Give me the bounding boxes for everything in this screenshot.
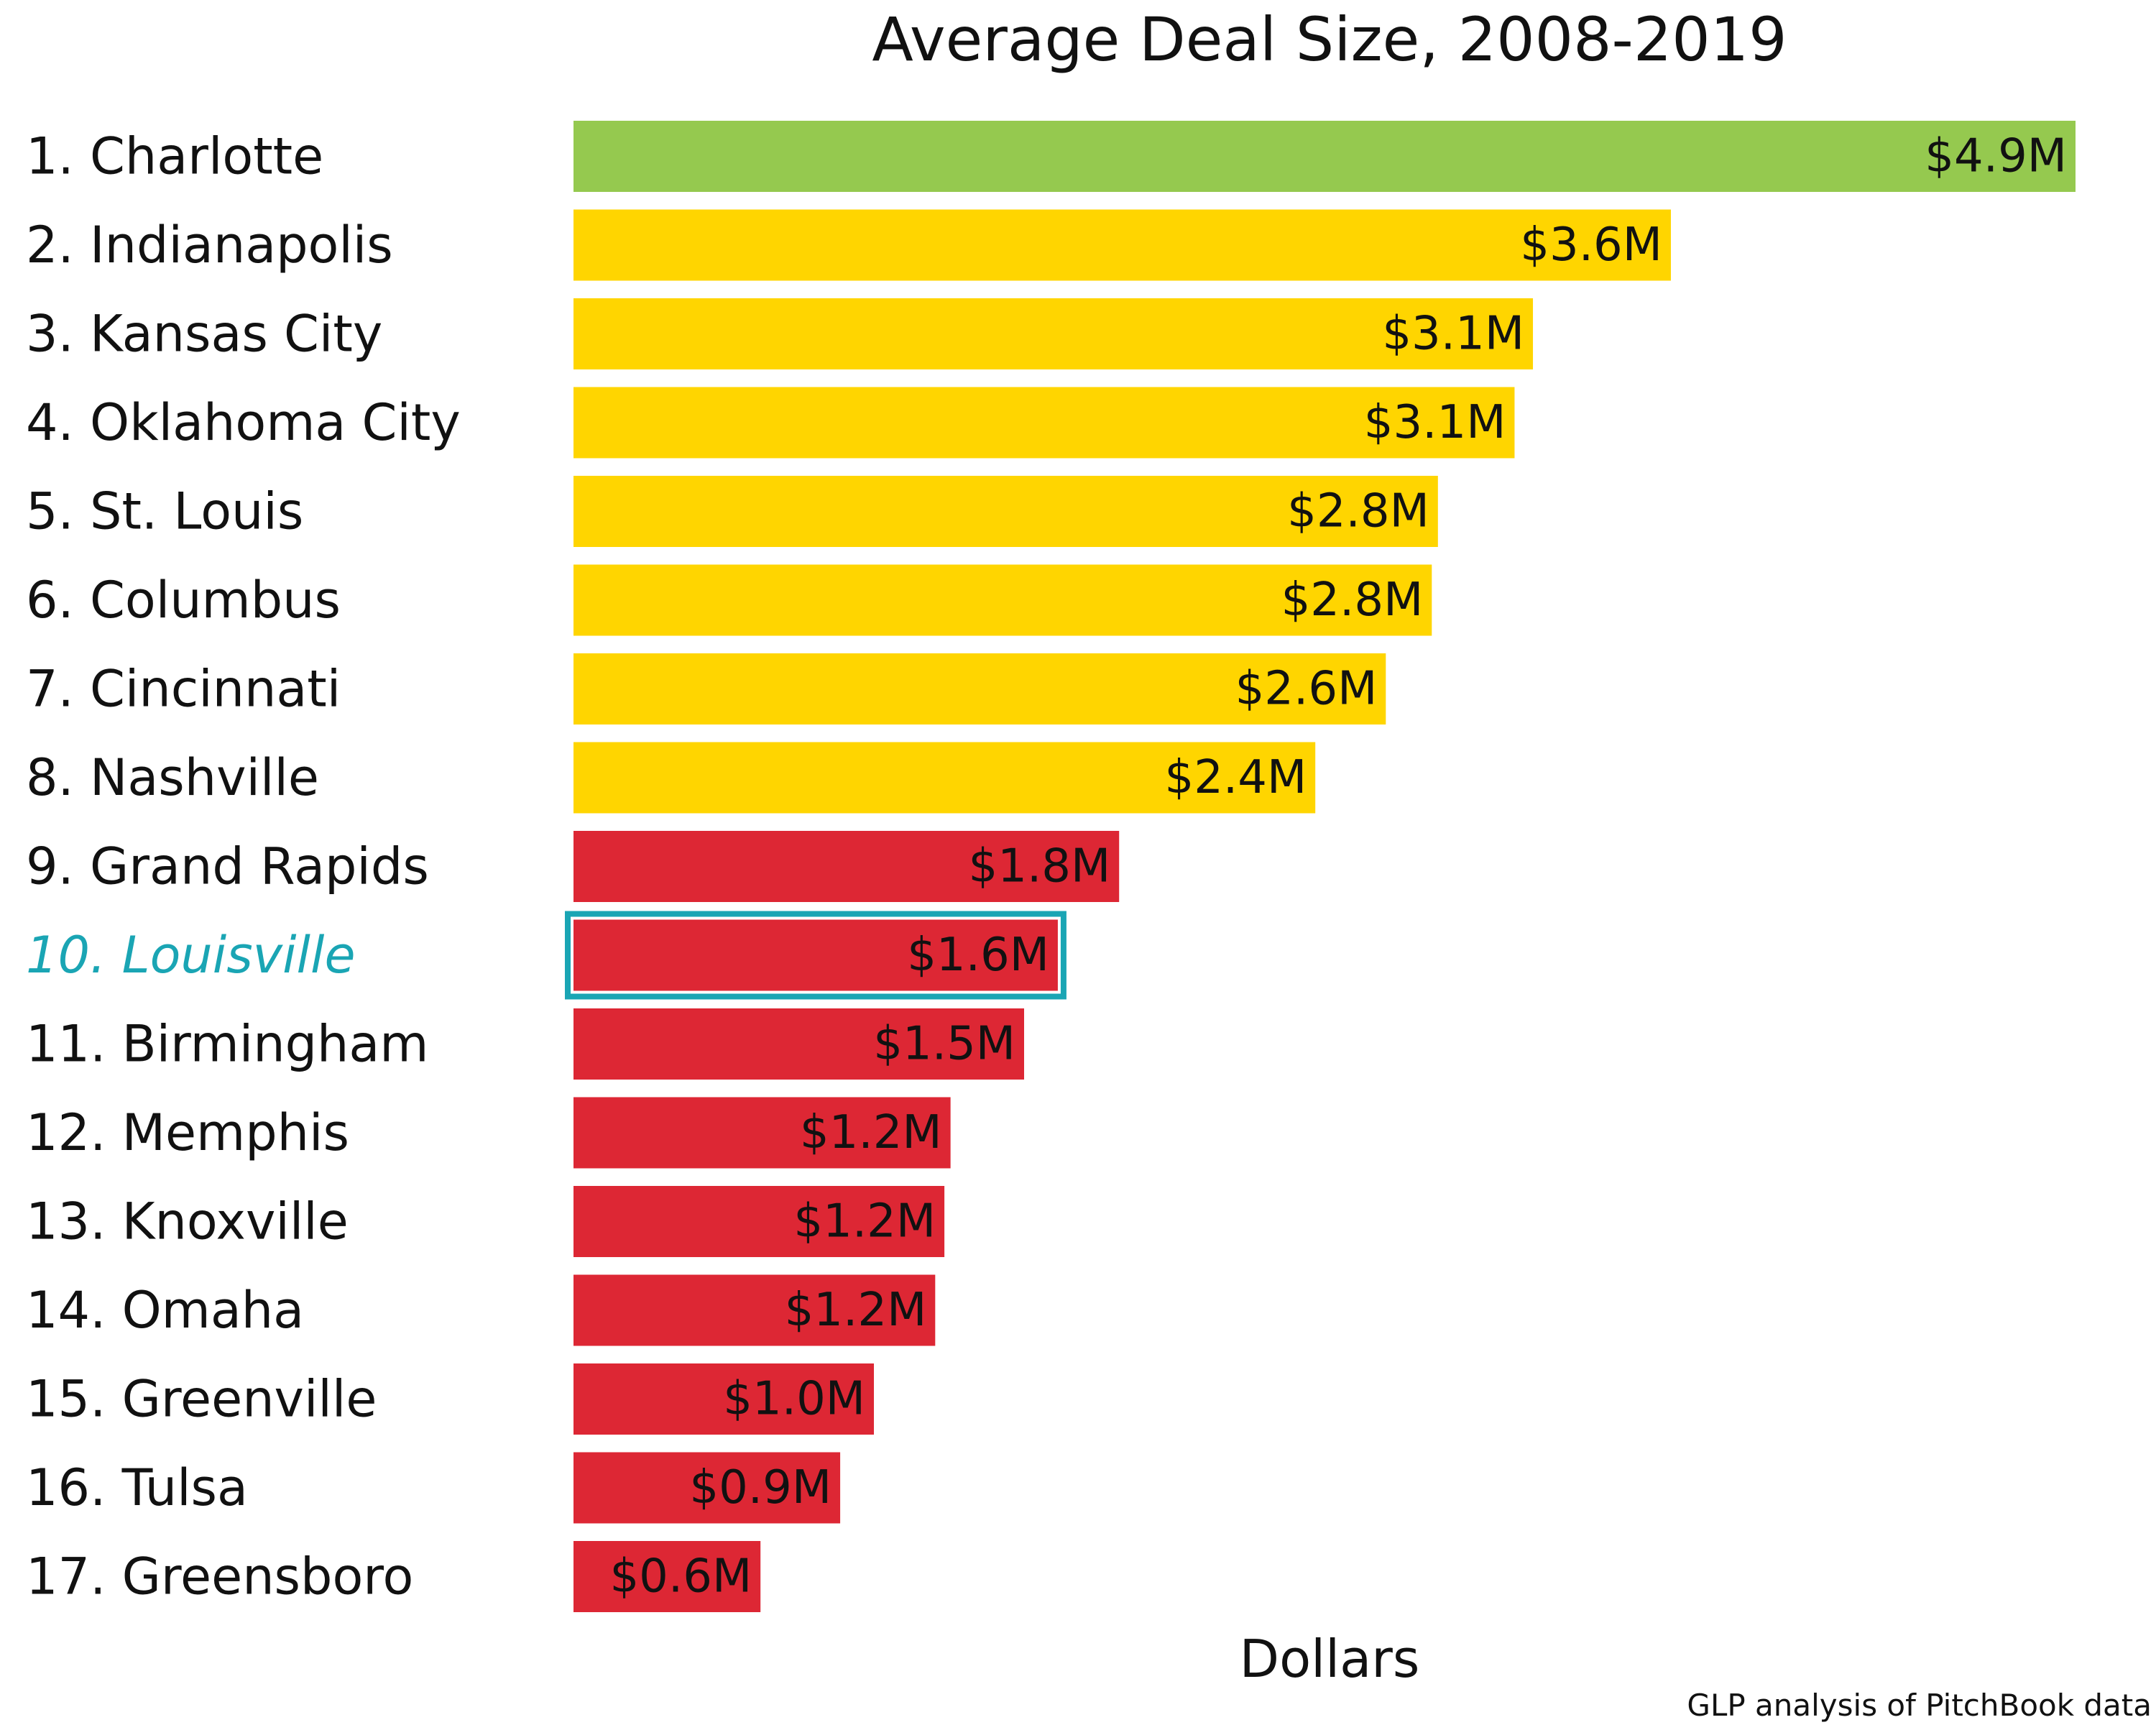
data-label-14: $1.2M	[785, 1284, 927, 1337]
category-label-15: 15. Greenville	[26, 1370, 377, 1429]
category-label-6: 6. Columbus	[26, 571, 341, 630]
category-label-11: 11. Birmingham	[26, 1015, 428, 1074]
bar-9	[573, 831, 1120, 902]
category-label-12: 12. Memphis	[26, 1103, 349, 1162]
bar-1	[573, 121, 2076, 192]
category-label-1: 1. Charlotte	[26, 127, 323, 186]
data-label-2: $3.6M	[1520, 218, 1662, 272]
category-label-17: 17. Greensboro	[26, 1547, 413, 1606]
x-axis-label: Dollars	[1239, 1629, 1420, 1689]
category-label-4: 4. Oklahoma City	[26, 393, 461, 452]
bar-6	[573, 564, 1432, 636]
data-label-11: $1.5M	[873, 1018, 1015, 1071]
source-note: GLP analysis of PitchBook data	[1687, 1688, 2152, 1723]
category-label-9: 9. Grand Rapids	[26, 837, 429, 896]
data-label-8: $2.4M	[1164, 751, 1307, 804]
bar-4	[573, 387, 1515, 459]
category-label-3: 3. Kansas City	[26, 305, 382, 364]
category-label-2: 2. Indianapolis	[26, 216, 393, 275]
category-label-16: 16. Tulsa	[26, 1458, 248, 1517]
data-label-3: $3.1M	[1382, 308, 1524, 361]
highlight-outline	[565, 911, 1067, 1000]
bar-3	[573, 298, 1534, 369]
data-label-9: $1.8M	[969, 840, 1111, 893]
bar-8	[573, 742, 1316, 814]
bar-7	[573, 653, 1386, 724]
data-label-10: $1.6M	[907, 929, 1049, 982]
category-label-8: 8. Nashville	[26, 748, 319, 807]
category-label-14: 14. Omaha	[26, 1281, 304, 1340]
data-label-17: $0.6M	[609, 1550, 752, 1604]
category-label-10: 10. Louisville	[26, 926, 356, 985]
bar-11	[573, 1008, 1024, 1080]
data-label-5: $2.8M	[1287, 485, 1429, 538]
data-label-4: $3.1M	[1364, 396, 1506, 449]
category-label-7: 7. Cincinnati	[26, 660, 341, 719]
bar-10	[573, 919, 1058, 991]
bar-13	[573, 1186, 945, 1257]
bar-14	[573, 1274, 936, 1346]
data-label-12: $1.2M	[800, 1106, 942, 1159]
data-label-7: $2.6M	[1235, 663, 1378, 716]
data-label-15: $1.0M	[723, 1373, 865, 1426]
bar-2	[573, 209, 1671, 281]
chart-title: Average Deal Size, 2008-2019	[872, 4, 1787, 75]
category-label-5: 5. St. Louis	[26, 482, 303, 541]
bar-16	[573, 1452, 841, 1524]
bar-15	[573, 1363, 874, 1435]
data-label-6: $2.8M	[1281, 574, 1424, 627]
data-label-13: $1.2M	[793, 1195, 936, 1248]
bar-5	[573, 476, 1438, 547]
data-label-16: $0.9M	[689, 1461, 831, 1514]
bar-17	[573, 1541, 761, 1612]
category-label-13: 13. Knoxville	[26, 1192, 349, 1251]
data-label-1: $4.9M	[1925, 130, 2067, 183]
bar-12	[573, 1097, 951, 1169]
